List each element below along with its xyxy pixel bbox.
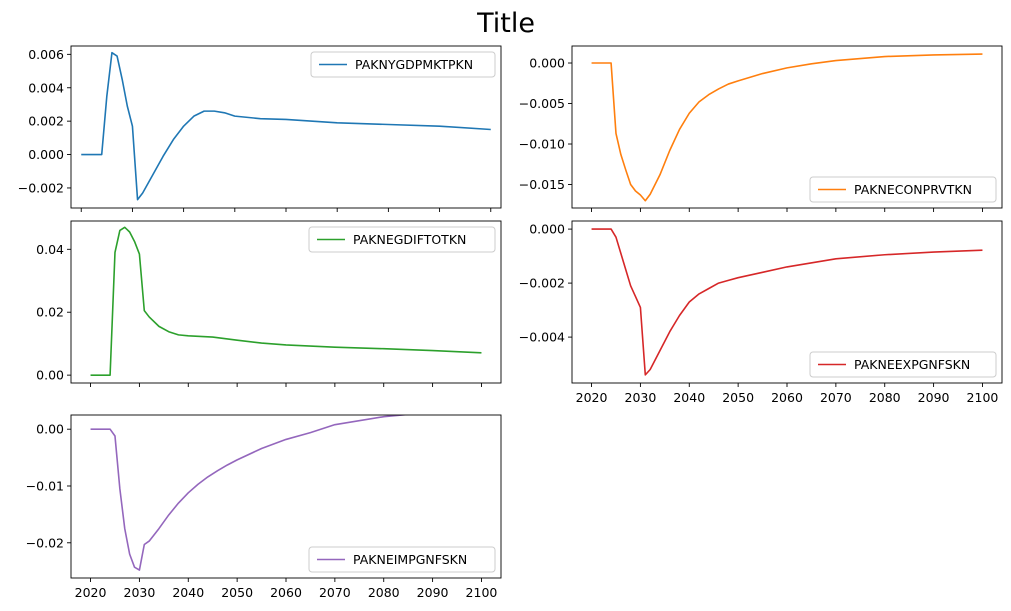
- y-tick-label: −0.004: [519, 330, 565, 345]
- legend: PAKNEEXPGNFSKN: [809, 351, 997, 378]
- x-tick-label: 2040: [673, 390, 705, 405]
- legend-box: [809, 351, 997, 378]
- y-tick-label: 0.000: [28, 147, 64, 162]
- x-tick-label: 2060: [270, 585, 302, 600]
- legend-box: [308, 226, 496, 253]
- y-tick-label: −0.002: [18, 180, 64, 195]
- axes-frame: [70, 220, 502, 384]
- legend-label: PAKNEEXPGNFSKN: [854, 357, 970, 372]
- x-tick-label: 2080: [869, 390, 901, 405]
- series-line-PAKNYGDPMKTPKN: [81, 51, 491, 201]
- x-tick-label: 2100: [466, 585, 498, 600]
- x-tick-label: 2020: [576, 390, 608, 405]
- x-tick-label: 2020: [75, 585, 107, 600]
- legend-box: [809, 176, 997, 203]
- y-tick-label: −0.015: [519, 177, 565, 192]
- y-tick-label: 0.000: [529, 222, 565, 237]
- axes-frame: [571, 220, 1003, 384]
- x-tick-label: 2080: [368, 585, 400, 600]
- series-line-PAKNECONPRVTKN: [591, 53, 983, 202]
- legend: PAKNECONPRVTKN: [809, 176, 997, 203]
- subplot-2: −0.015 −0.010 −0.005 0.000 PAKNECONPRVTKN: [519, 45, 1003, 212]
- legend: PAKNEGDIFTOTKN: [308, 226, 496, 253]
- legend: PAKNYGDPMKTPKN: [310, 51, 496, 78]
- series-line-PAKNEEXPGNFSKN: [591, 228, 983, 376]
- x-tick-label: 2070: [319, 585, 351, 600]
- legend-label: PAKNYGDPMKTPKN: [355, 57, 473, 72]
- figure-title: Title: [476, 8, 535, 39]
- legend-label: PAKNECONPRVTKN: [854, 182, 972, 197]
- subplot-5: −0.02 −0.01 0.00 2020 2030 2040 2050 2060 2070 20…: [26, 414, 502, 600]
- x-tick-label: 2070: [820, 390, 852, 405]
- axes-frame: [70, 45, 502, 209]
- y-tick-label: 0.00: [36, 368, 64, 383]
- x-tick-label: 2030: [124, 585, 156, 600]
- x-tick-label: 2050: [722, 390, 754, 405]
- y-tick-label: 0.000: [529, 56, 565, 71]
- x-tick-label: 2040: [172, 585, 204, 600]
- legend-box: [310, 51, 496, 78]
- x-tick-label: 2090: [918, 390, 950, 405]
- y-tick-label: 0.02: [36, 305, 64, 320]
- legend-box: [308, 546, 496, 573]
- x-tick-label: 2090: [417, 585, 449, 600]
- subplots: −0.002 0.000 0.002 0.004 0.006 PAKNYGDPMKTPKN…: [18, 45, 1003, 600]
- axes-frame: [571, 45, 1003, 209]
- subplot-1: −0.002 0.000 0.002 0.004 0.006 PAKNYGDPMKTPKN: [18, 45, 502, 212]
- legend-label: PAKNEIMPGNFSKN: [353, 552, 467, 567]
- x-tick-label: 2060: [771, 390, 803, 405]
- y-tick-label: −0.02: [26, 535, 64, 550]
- y-tick-label: −0.010: [519, 137, 565, 152]
- y-tick-label: −0.002: [519, 276, 565, 291]
- y-tick-label: 0.00: [36, 422, 64, 437]
- y-tick-label: 0.04: [36, 242, 64, 257]
- legend-label: PAKNEGDIFTOTKN: [353, 232, 466, 247]
- y-tick-label: 0.004: [28, 80, 64, 95]
- x-tick-label: 2030: [625, 390, 657, 405]
- y-tick-label: −0.005: [519, 96, 565, 111]
- series-line-PAKNEGDIFTOTKN: [90, 226, 482, 376]
- y-tick-label: 0.002: [28, 114, 64, 129]
- subplot-4: −0.004 −0.002 0.000 2020 2030 2040 2050 2060 207…: [519, 220, 1003, 405]
- series-line-PAKNEIMPGNFSKN: [90, 415, 411, 571]
- legend: PAKNEIMPGNFSKN: [308, 546, 496, 573]
- y-tick-label: −0.01: [26, 478, 64, 493]
- subplot-3: 0.00 0.02 0.04 PAKNEGDIFTOTKN: [36, 220, 502, 387]
- axes-frame: [70, 414, 502, 579]
- x-tick-label: 2100: [967, 390, 999, 405]
- y-tick-label: 0.006: [28, 47, 64, 62]
- x-tick-label: 2050: [221, 585, 253, 600]
